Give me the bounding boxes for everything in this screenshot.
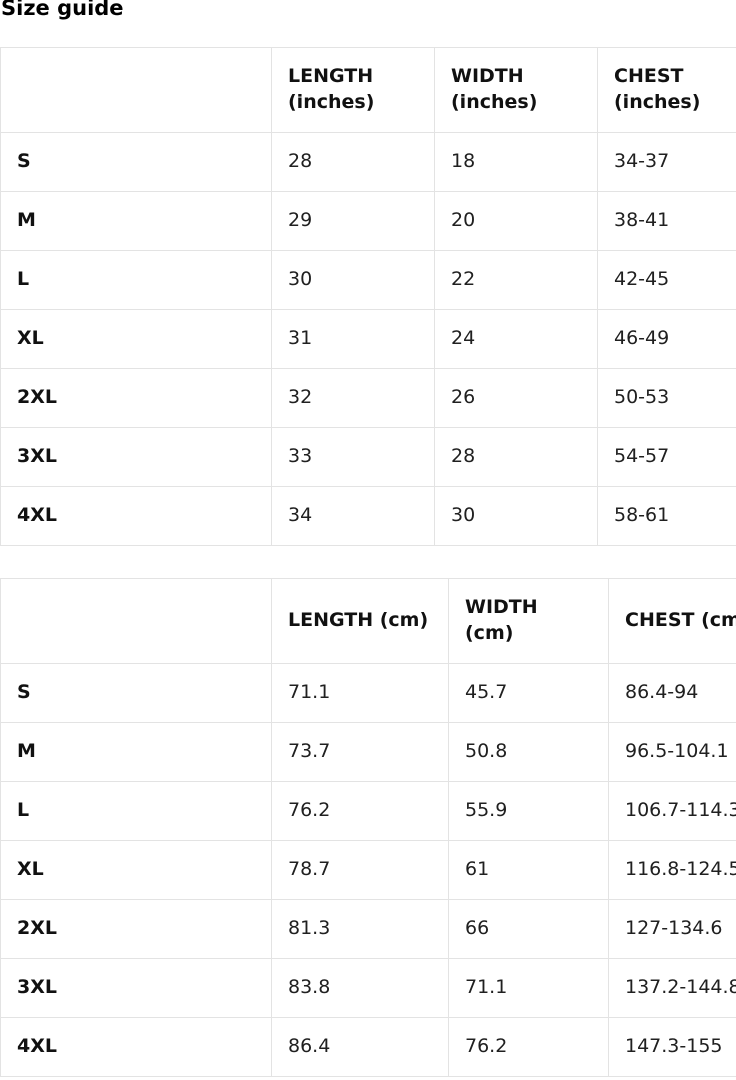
length-value: 83.8 [271, 958, 449, 1019]
size-label: S [0, 663, 272, 724]
chest-value: 116.8-124.5 [608, 840, 736, 901]
chest-value: 54-57 [597, 427, 736, 488]
column-header-blank [0, 47, 272, 134]
size-label: 3XL [0, 958, 272, 1019]
width-value: 22 [434, 250, 598, 311]
chest-value: 42-45 [597, 250, 736, 311]
length-value: 30 [271, 250, 435, 311]
width-value: 45.7 [448, 663, 609, 724]
chest-value: 137.2-144.8 [608, 958, 736, 1019]
length-value: 71.1 [271, 663, 449, 724]
width-value: 50.8 [448, 722, 609, 783]
table-row: M 29 20 38-41 [0, 191, 736, 252]
size-label: 4XL [0, 486, 272, 547]
header-row: LENGTH (inches) WIDTH (inches) CHEST (in… [0, 47, 736, 134]
table-row: S 28 18 34-37 [0, 132, 736, 193]
length-value: 34 [271, 486, 435, 547]
size-label: 4XL [0, 1017, 272, 1078]
width-value: 61 [448, 840, 609, 901]
width-value: 66 [448, 899, 609, 960]
table-row: 2XL 81.3 66 127-134.6 [0, 899, 736, 960]
width-value: 20 [434, 191, 598, 252]
chest-value: 96.5-104.1 [608, 722, 736, 783]
size-label: S [0, 132, 272, 193]
size-label: L [0, 250, 272, 311]
length-value: 32 [271, 368, 435, 429]
chest-value: 38-41 [597, 191, 736, 252]
table-row: XL 78.7 61 116.8-124.5 [0, 840, 736, 901]
width-value: 28 [434, 427, 598, 488]
length-value: 81.3 [271, 899, 449, 960]
chest-value: 127-134.6 [608, 899, 736, 960]
page-title: Size guide [1, 0, 124, 20]
width-value: 71.1 [448, 958, 609, 1019]
chest-value: 86.4-94 [608, 663, 736, 724]
length-value: 76.2 [271, 781, 449, 842]
column-header-length: LENGTH (inches) [271, 47, 435, 134]
header-row: LENGTH (cm) WIDTH (cm) CHEST (cm) [0, 578, 736, 665]
chest-value: 50-53 [597, 368, 736, 429]
column-header-chest: CHEST (inches) [597, 47, 736, 134]
size-table-cm: LENGTH (cm) WIDTH (cm) CHEST (cm) S 71.1… [0, 578, 736, 1078]
column-header-width: WIDTH (cm) [448, 578, 609, 665]
size-label: 3XL [0, 427, 272, 488]
length-value: 28 [271, 132, 435, 193]
width-value: 76.2 [448, 1017, 609, 1078]
table-row: 3XL 83.8 71.1 137.2-144.8 [0, 958, 736, 1019]
chest-value: 46-49 [597, 309, 736, 370]
table-row: XL 31 24 46-49 [0, 309, 736, 370]
column-header-length: LENGTH (cm) [271, 578, 449, 665]
width-value: 18 [434, 132, 598, 193]
table-row: S 71.1 45.7 86.4-94 [0, 663, 736, 724]
length-value: 29 [271, 191, 435, 252]
size-table-inches: LENGTH (inches) WIDTH (inches) CHEST (in… [0, 47, 736, 547]
chest-value: 58-61 [597, 486, 736, 547]
chest-value: 34-37 [597, 132, 736, 193]
table-row: M 73.7 50.8 96.5-104.1 [0, 722, 736, 783]
table-row: 4XL 34 30 58-61 [0, 486, 736, 547]
length-value: 73.7 [271, 722, 449, 783]
size-label: 2XL [0, 899, 272, 960]
width-value: 26 [434, 368, 598, 429]
table-row: 4XL 86.4 76.2 147.3-155 [0, 1017, 736, 1078]
chest-value: 147.3-155 [608, 1017, 736, 1078]
length-value: 86.4 [271, 1017, 449, 1078]
width-value: 30 [434, 486, 598, 547]
size-label: L [0, 781, 272, 842]
column-header-width: WIDTH (inches) [434, 47, 598, 134]
width-value: 55.9 [448, 781, 609, 842]
size-label: M [0, 191, 272, 252]
length-value: 31 [271, 309, 435, 370]
length-value: 33 [271, 427, 435, 488]
column-header-blank [0, 578, 272, 665]
size-label: XL [0, 309, 272, 370]
table-row: 2XL 32 26 50-53 [0, 368, 736, 429]
column-header-chest: CHEST (cm) [608, 578, 736, 665]
size-label: XL [0, 840, 272, 901]
table-row: L 30 22 42-45 [0, 250, 736, 311]
size-label: M [0, 722, 272, 783]
width-value: 24 [434, 309, 598, 370]
chest-value: 106.7-114.3 [608, 781, 736, 842]
size-label: 2XL [0, 368, 272, 429]
table-row: 3XL 33 28 54-57 [0, 427, 736, 488]
table-row: L 76.2 55.9 106.7-114.3 [0, 781, 736, 842]
length-value: 78.7 [271, 840, 449, 901]
